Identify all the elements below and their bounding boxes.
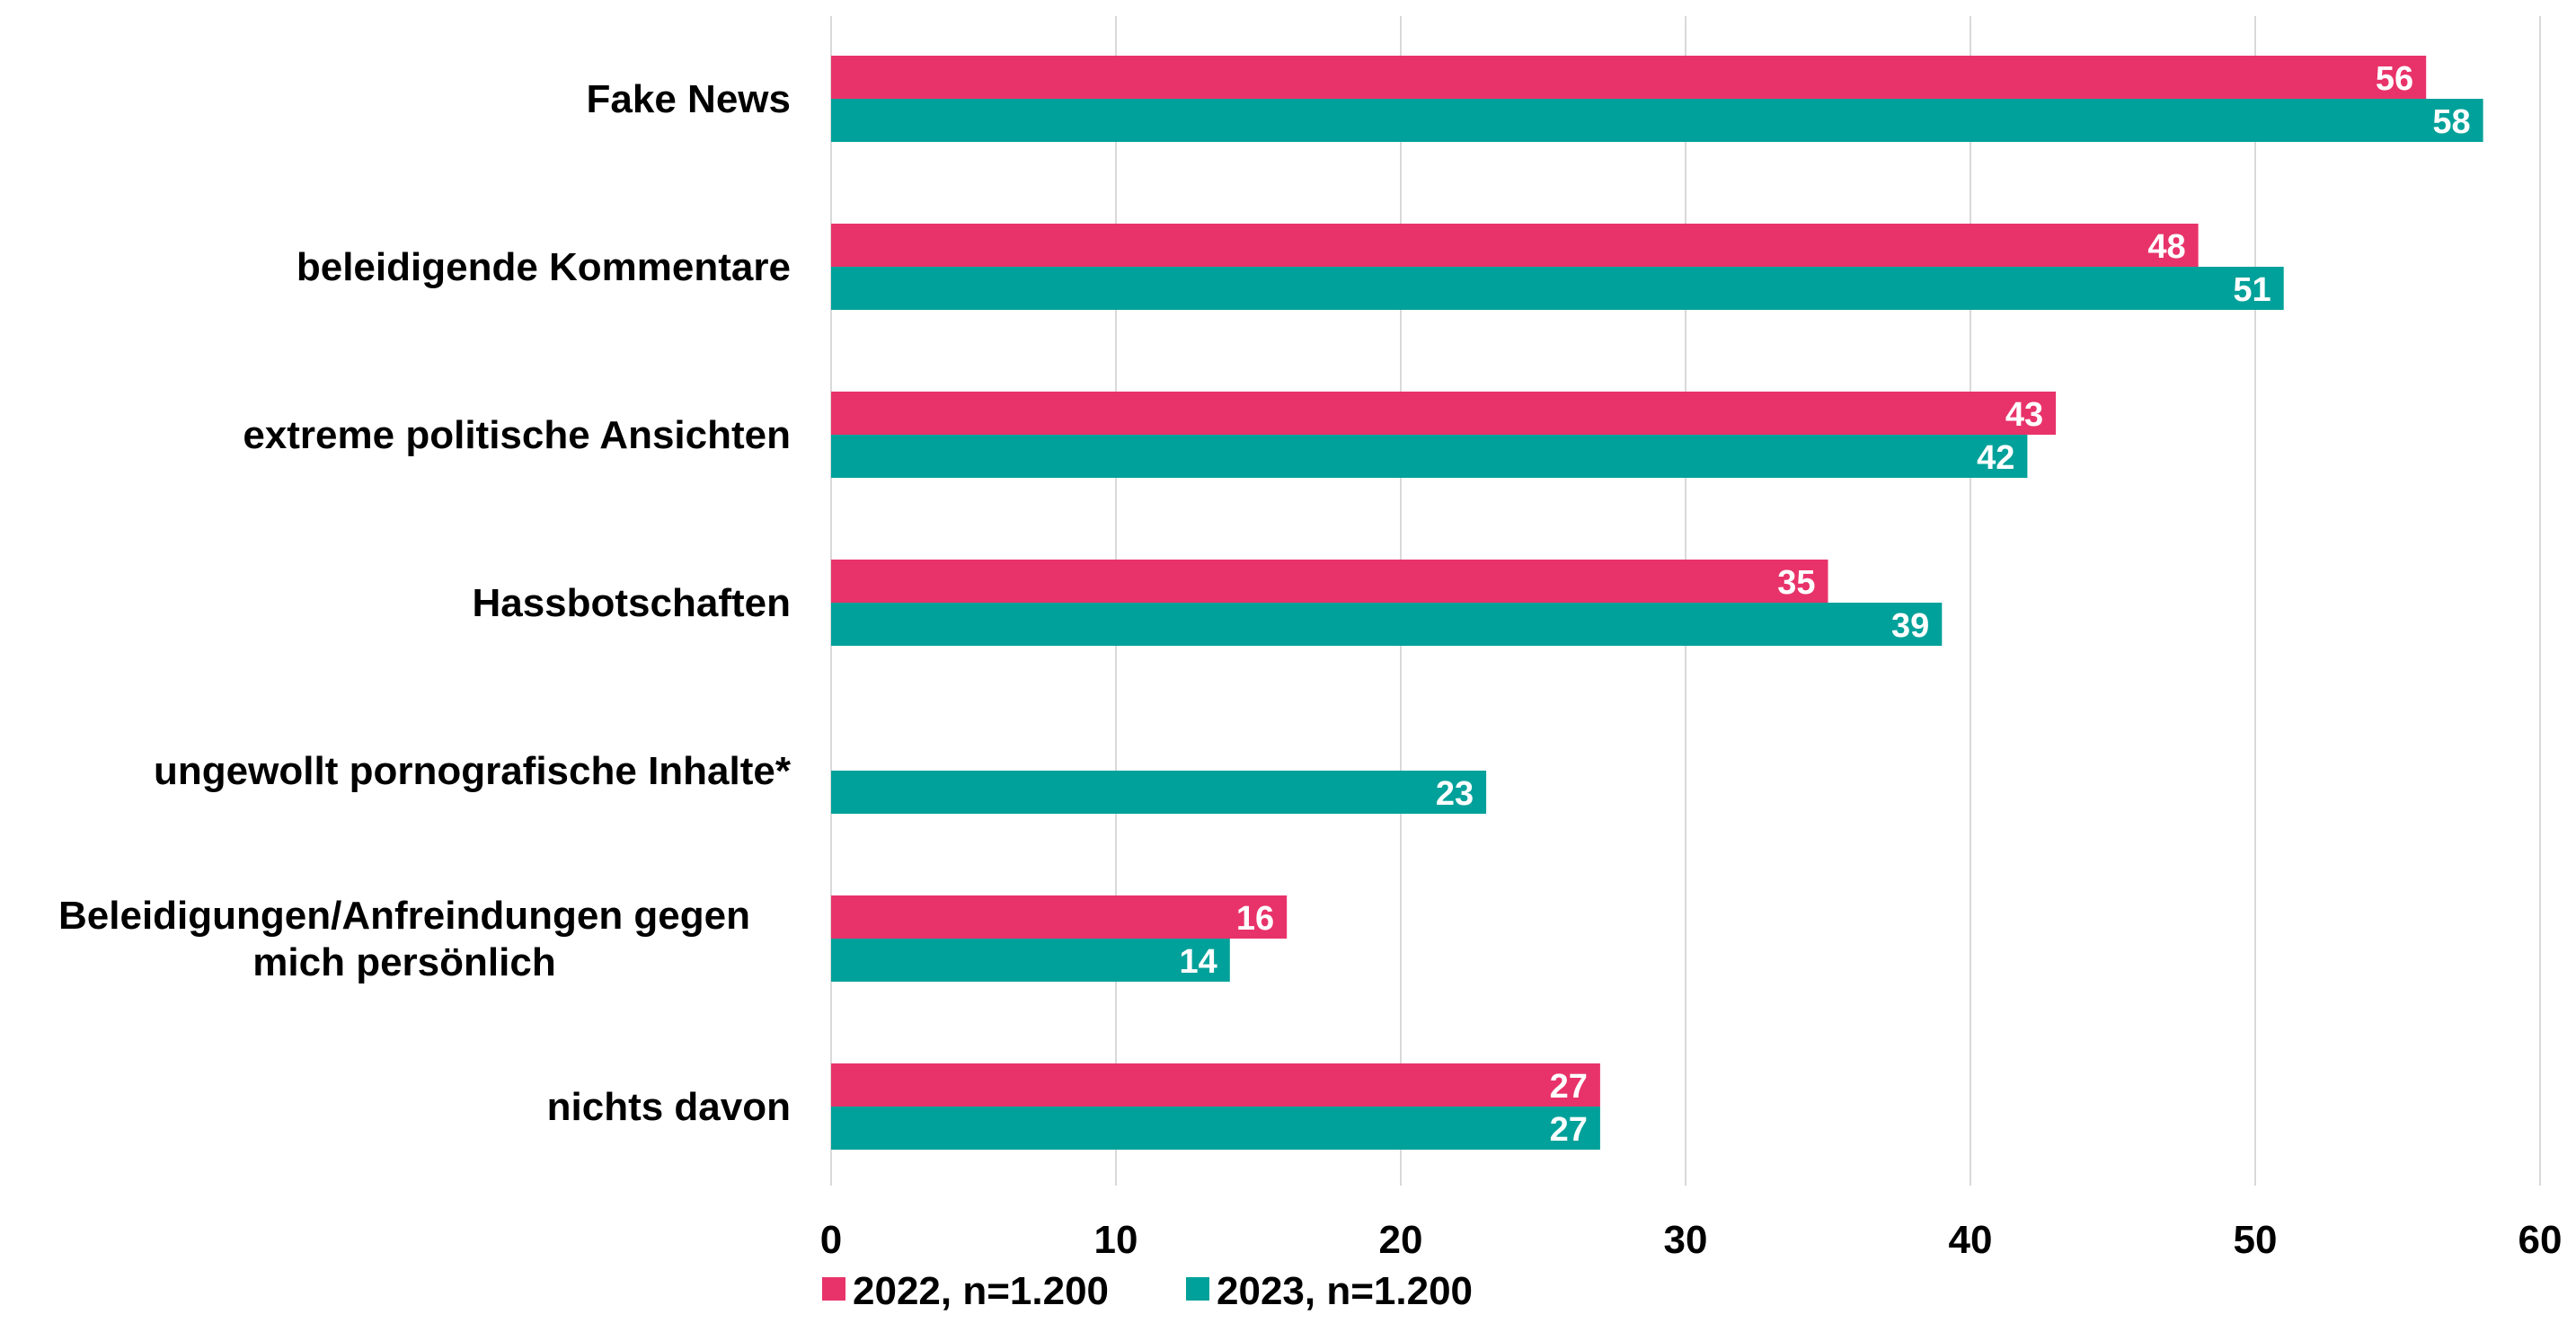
- category-label: Fake News: [587, 77, 791, 121]
- bar: [831, 56, 2427, 99]
- bar: [831, 939, 1230, 982]
- legend-label: 2023, n=1.200: [1217, 1269, 1473, 1313]
- category-label-line: Beleidigungen/Anfreindungen gegen: [58, 894, 750, 938]
- data-label: 27: [1550, 1068, 1588, 1106]
- legend: 2022, n=1.200 2023, n=1.200: [822, 1269, 1473, 1313]
- legend-label: 2022, n=1.200: [853, 1269, 1109, 1313]
- bar: [831, 435, 2028, 478]
- x-tick-label: 20: [1379, 1218, 1423, 1262]
- x-tick-label: 60: [2518, 1218, 2563, 1262]
- legend-swatch: [822, 1277, 845, 1301]
- bar: [831, 771, 1487, 814]
- bar: [831, 99, 2483, 142]
- data-label: 43: [2005, 396, 2043, 434]
- category-label: beleidigende Kommentare: [297, 245, 791, 289]
- data-label: 42: [1977, 439, 2014, 477]
- x-tick-label: 50: [2234, 1218, 2278, 1262]
- x-tick-label: 0: [820, 1218, 842, 1262]
- x-tick-label: 30: [1664, 1218, 1708, 1262]
- data-label: 14: [1180, 943, 1217, 981]
- data-label: 16: [1236, 900, 1274, 938]
- legend-swatch: [1186, 1277, 1209, 1301]
- data-label: 56: [2376, 60, 2413, 98]
- bar: [831, 267, 2284, 310]
- bar: [831, 895, 1288, 939]
- category-label: Beleidigungen/Anfreindungen gegen mich pe…: [58, 894, 750, 984]
- data-label: 48: [2147, 228, 2185, 266]
- bar: [831, 1063, 1600, 1107]
- bar: [831, 560, 1828, 603]
- category-label: Hassbotschaften: [472, 581, 791, 625]
- value-labels: 56 58 48 51 43 42 35 39 23 16 14 27 27: [1180, 60, 2471, 1149]
- category-label: nichts davon: [547, 1085, 791, 1129]
- legend-item: 2023, n=1.200: [1186, 1269, 1473, 1313]
- legend-item: 2022, n=1.200: [822, 1269, 1109, 1313]
- category-label: extreme politische Ansichten: [243, 413, 791, 457]
- data-label: 23: [1436, 775, 1474, 813]
- bar: [831, 224, 2199, 267]
- category-label: ungewollt pornografische Inhalte*: [154, 749, 792, 793]
- x-tick-label: 10: [1094, 1218, 1138, 1262]
- data-label: 39: [1891, 607, 1929, 645]
- bars: [831, 56, 2483, 1150]
- data-label: 51: [2233, 271, 2271, 309]
- category-label-line: mich persönlich: [252, 940, 555, 984]
- bar: [831, 392, 2057, 435]
- data-label: 27: [1550, 1111, 1588, 1149]
- x-axis-tick-labels: 0 10 20 30 40 50 60: [820, 1218, 2563, 1262]
- category-labels: Fake News beleidigende Kommentare extreme …: [58, 77, 792, 1129]
- data-label: 58: [2432, 103, 2470, 141]
- x-tick-label: 40: [1949, 1218, 1993, 1262]
- bar: [831, 1107, 1600, 1150]
- data-label: 35: [1777, 564, 1815, 602]
- bar: [831, 603, 1943, 646]
